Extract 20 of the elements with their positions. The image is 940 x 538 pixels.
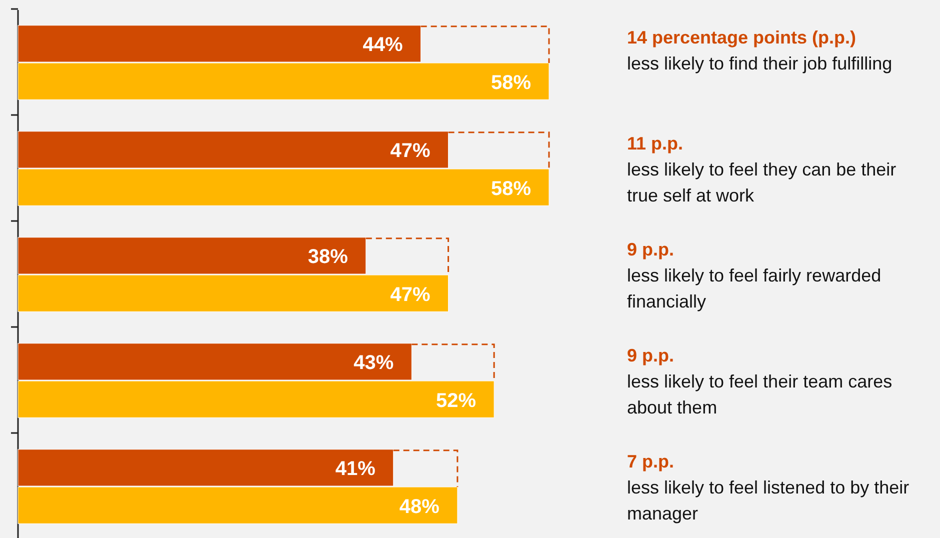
data-label: 38% [308, 246, 348, 268]
data-label: 47% [390, 140, 431, 162]
text: 14 percentage points (p.p.) [627, 27, 856, 48]
text: 7 p.p. [627, 451, 674, 472]
text: less likely to feel fairly rewarded financially [627, 265, 882, 312]
text: less likely to find their job fulfilling [627, 53, 892, 74]
data-label: 47% [390, 284, 431, 306]
text: less likely to feel their team cares about them [627, 371, 892, 418]
text: 9 p.p. [627, 239, 674, 260]
text: less likely to feel listened to by their manager [627, 477, 910, 524]
data-label: 58% [490, 72, 532, 94]
data-label: 44% [362, 34, 404, 56]
data-label: 52% [436, 390, 476, 412]
text: 11 p.p. [627, 133, 684, 154]
data-label: 41% [335, 458, 376, 480]
data-label: 58% [490, 178, 532, 200]
text: 9 p.p. [627, 345, 674, 366]
data-label: 48% [399, 496, 440, 518]
text: less likely to feel they can be their true self at work [627, 159, 896, 206]
data-label: 43% [354, 352, 394, 374]
